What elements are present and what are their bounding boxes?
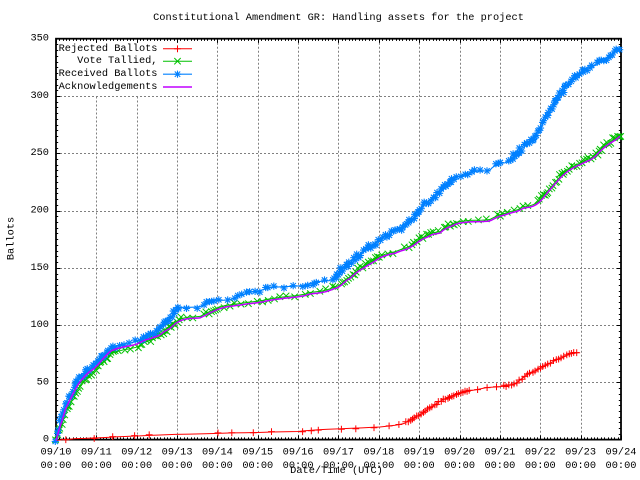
svg-text:200: 200 [30,205,49,217]
svg-text:09/24: 09/24 [606,447,637,459]
svg-text:0: 0 [43,434,49,446]
svg-text:50: 50 [37,376,49,388]
svg-text:250: 250 [30,147,49,159]
svg-text:Ballots: Ballots [6,217,18,260]
svg-text:Received Ballots: Received Ballots [59,68,158,80]
svg-text:350: 350 [30,33,49,45]
svg-text:09/20: 09/20 [444,447,475,459]
svg-text:09/17: 09/17 [323,447,354,459]
svg-text:09/16: 09/16 [283,447,314,459]
svg-text:00:00: 00:00 [162,460,193,472]
svg-text:00:00: 00:00 [525,460,556,472]
svg-text:00:00: 00:00 [41,460,72,472]
svg-text:Date/Time (UTC): Date/Time (UTC) [290,465,383,477]
svg-text:00:00: 00:00 [242,460,273,472]
svg-text:00:00: 00:00 [484,460,515,472]
svg-text:00:00: 00:00 [565,460,596,472]
svg-text:00:00: 00:00 [81,460,112,472]
svg-text:09/11: 09/11 [81,447,112,459]
svg-text:09/15: 09/15 [242,447,273,459]
svg-text:09/19: 09/19 [404,447,435,459]
svg-text:Rejected Ballots: Rejected Ballots [59,43,158,55]
svg-text:00:00: 00:00 [283,460,314,472]
svg-text:Vote Tallied,: Vote Tallied, [77,55,157,67]
svg-text:09/18: 09/18 [363,447,394,459]
svg-text:09/10: 09/10 [41,447,72,459]
svg-text:300: 300 [30,90,49,102]
svg-text:09/22: 09/22 [525,447,556,459]
svg-text:00:00: 00:00 [121,460,152,472]
svg-text:09/12: 09/12 [121,447,152,459]
svg-text:00:00: 00:00 [606,460,637,472]
svg-text:09/21: 09/21 [484,447,515,459]
svg-text:100: 100 [30,319,49,331]
svg-text:00:00: 00:00 [404,460,435,472]
svg-text:09/13: 09/13 [162,447,193,459]
svg-text:150: 150 [30,262,49,274]
svg-text:00:00: 00:00 [202,460,233,472]
svg-text:00:00: 00:00 [444,460,475,472]
svg-text:09/14: 09/14 [202,447,233,459]
svg-text:Constitutional Amendment GR: H: Constitutional Amendment GR: Handling as… [153,12,524,24]
svg-text:00:00: 00:00 [323,460,354,472]
svg-text:00:00: 00:00 [363,460,394,472]
svg-text:09/23: 09/23 [565,447,596,459]
svg-text:Acknowledgements: Acknowledgements [59,81,158,93]
